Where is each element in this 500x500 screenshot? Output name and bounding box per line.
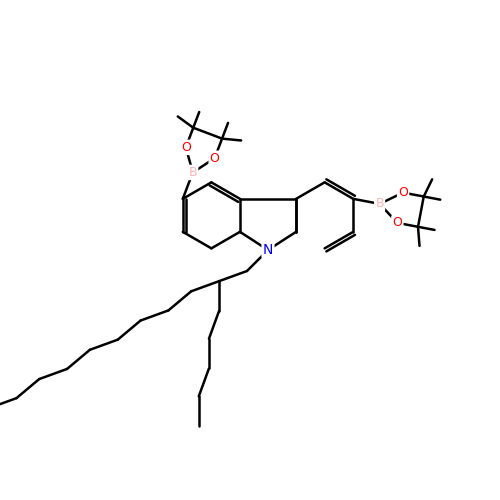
Text: B: B (376, 198, 384, 210)
Text: O: O (210, 152, 220, 165)
Text: N: N (263, 243, 273, 257)
Text: B: B (188, 166, 197, 179)
Text: O: O (392, 216, 402, 230)
Text: O: O (181, 141, 191, 154)
Text: O: O (398, 186, 408, 199)
